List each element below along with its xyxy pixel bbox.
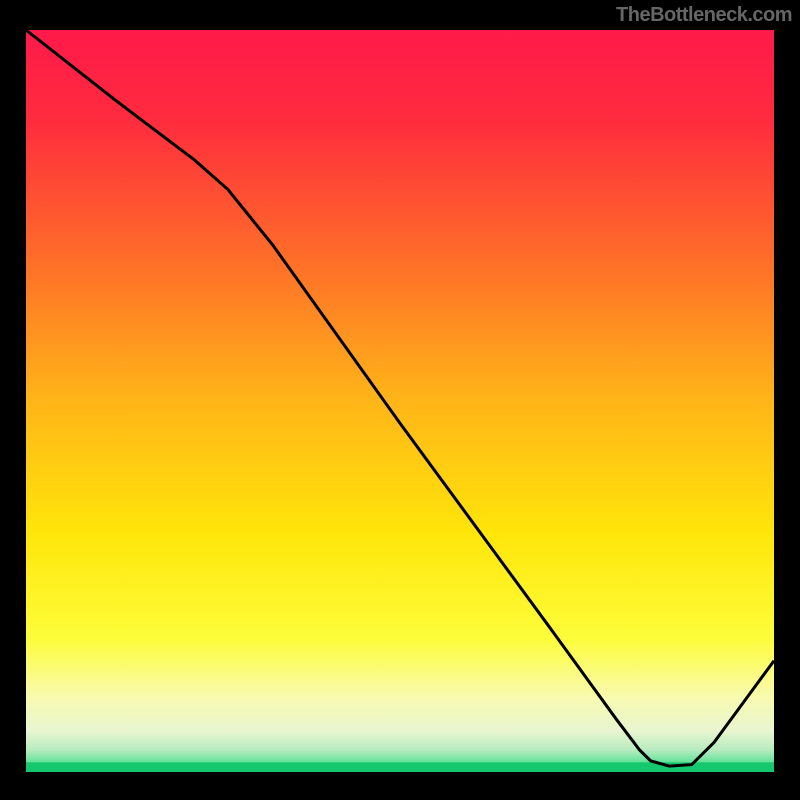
plot-area (26, 30, 774, 772)
chart-container: TheBottleneck.com (0, 0, 800, 800)
gradient-background (26, 30, 774, 772)
plot-svg (26, 30, 774, 772)
watermark-text: TheBottleneck.com (616, 4, 792, 27)
